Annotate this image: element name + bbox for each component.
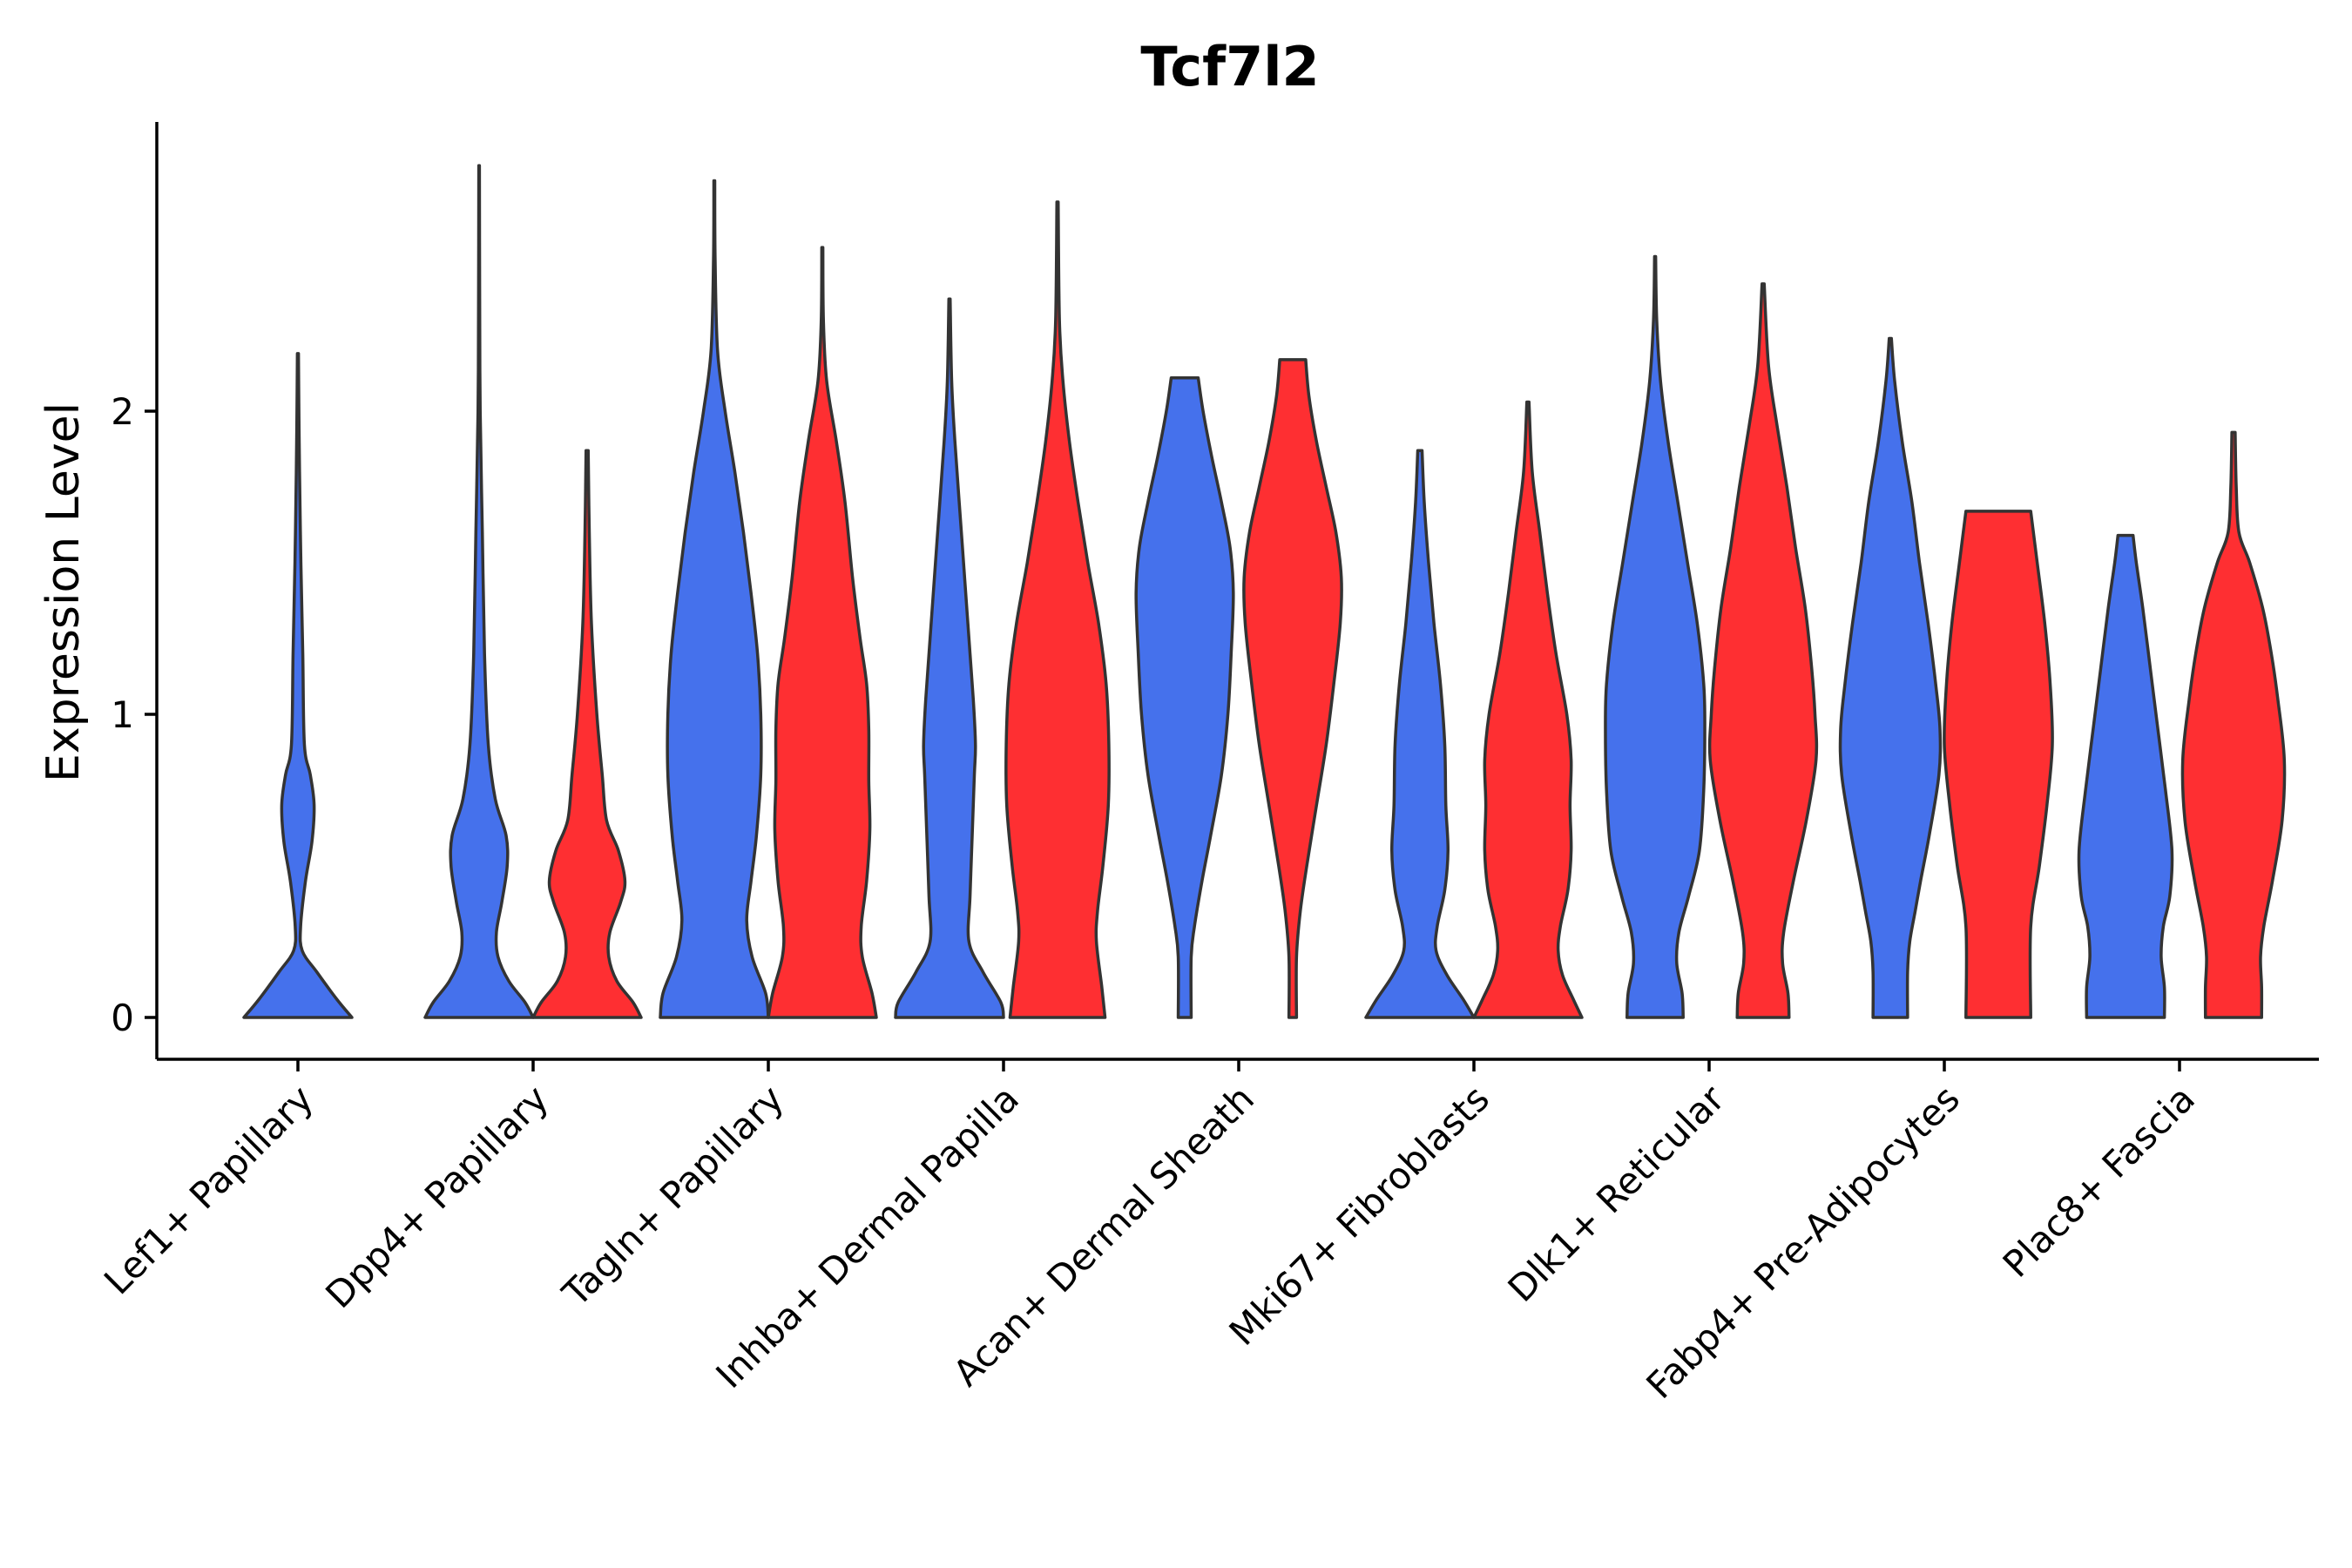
violin-dpp4-plus-papillary-blue: [423, 164, 535, 1019]
violin-plac8-plus-fascia-blue: [2077, 533, 2174, 1019]
x-tick-label-plac8-plus-fascia: Plac8+ Fascia: [1995, 1077, 2203, 1285]
x-tick-label-dpp4-plus-papillary: Dpp4+ Papillary: [317, 1077, 557, 1316]
x-tick-label-mki67-plus-fibroblasts: Mki67+ Fibroblasts: [1221, 1077, 1497, 1353]
violin-acan-plus-dermal-sheath-blue: [1134, 375, 1235, 1019]
violin-layer: [242, 164, 2287, 1019]
violin-inhba-plus-dermal-papilla-red: [1004, 200, 1111, 1019]
y-tick-label: 1: [111, 693, 134, 736]
violin-fabp4-plus-pre-adipocytes-red: [1943, 510, 2054, 1019]
y-axis-label: Expression Level: [37, 402, 90, 782]
violin-mki67-plus-fibroblasts-red: [1472, 400, 1584, 1019]
x-tick-label-tagln-plus-papillary: Tagln+ Papillary: [554, 1077, 792, 1315]
violin-inhba-plus-dermal-papilla-blue: [894, 297, 1005, 1019]
y-axis: 0 1 2: [111, 122, 159, 1059]
violin-lef1-plus-papillary-blue: [242, 352, 354, 1019]
violin-mki67-plus-fibroblasts-blue: [1364, 449, 1476, 1019]
violin-dlk1-plus-reticular-red: [1707, 282, 1819, 1019]
violin-dpp4-plus-papillary-red: [531, 449, 643, 1019]
violin-tagln-plus-papillary-red: [767, 246, 878, 1019]
violin-acan-plus-dermal-sheath-red: [1242, 358, 1343, 1019]
y-tick-label: 2: [111, 390, 134, 433]
y-tick-label: 0: [111, 997, 134, 1039]
violin-fabp4-plus-pre-adipocytes-blue: [1838, 336, 1943, 1019]
chart-title: Tcf7l2: [1140, 35, 1319, 98]
violin-tagln-plus-papillary-blue: [659, 179, 770, 1019]
violin-dlk1-plus-reticular-blue: [1604, 254, 1707, 1019]
x-tick-label-dlk1-plus-reticular: Dlk1+ Reticular: [1500, 1077, 1734, 1310]
x-tick-label-lef1-plus-papillary: Lef1+ Papillary: [96, 1077, 321, 1302]
violin-plac8-plus-fascia-red: [2180, 430, 2287, 1019]
